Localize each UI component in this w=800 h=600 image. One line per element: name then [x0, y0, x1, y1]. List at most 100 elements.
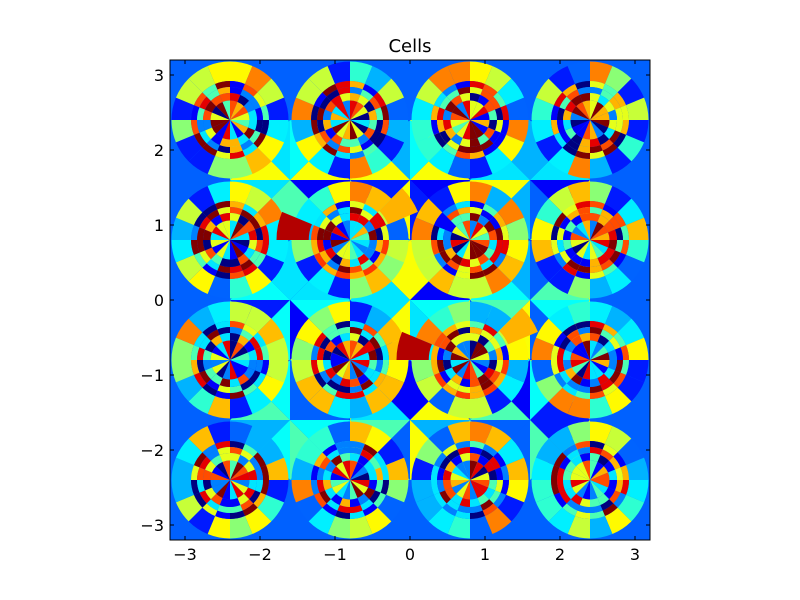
motif-ring-sector [470, 270, 485, 279]
motif-ring-sector [470, 480, 484, 499]
motif-ring-sector [433, 452, 447, 468]
motif-outer-sector [484, 387, 512, 415]
motif-ring-sector [455, 321, 470, 330]
motif-ring-sector [211, 240, 230, 254]
motif-ring-sector [240, 329, 254, 341]
motif-outer-sector [535, 78, 563, 106]
motif-ring-sector [323, 120, 332, 131]
motif-ring-sector [590, 207, 603, 216]
motif-ring-sector [206, 449, 220, 461]
motif-ring-sector [243, 460, 255, 473]
motif-ring-sector [210, 472, 230, 480]
motif-ring-sector [350, 340, 358, 360]
motif-ring-sector [193, 92, 207, 108]
motif-ring-sector [590, 472, 610, 480]
motif-ring-sector [203, 109, 212, 120]
motif-ring-sector [217, 206, 230, 216]
motif-standard [291, 421, 409, 539]
motif-ring-sector [230, 120, 238, 140]
motif-ring-sector [462, 120, 470, 140]
motif-ring-sector [608, 240, 617, 251]
motif-ring-sector [211, 226, 230, 240]
motif-ring-sector [230, 453, 241, 462]
motif-ring-sector [562, 83, 578, 97]
motif-ring-sector [577, 384, 590, 393]
motif-ring-sector [602, 383, 618, 397]
motif-ring-sector [597, 95, 610, 107]
motif-ring-sector [205, 100, 217, 113]
motif-special-sector [276, 211, 312, 240]
motif-ring-sector [211, 480, 230, 494]
motif-ring-sector [462, 360, 470, 380]
motif-ring-sector [217, 87, 230, 96]
motif-ring-sector [335, 270, 350, 279]
motif-ring-sector [203, 229, 212, 240]
motif-outer-sector [567, 421, 590, 444]
motif-ring-sector [597, 373, 610, 385]
motif-ring-sector [570, 455, 583, 467]
motif-ring-sector [193, 492, 207, 508]
motif-ring-sector [357, 133, 370, 145]
motif-ring-sector [325, 340, 337, 353]
motif-ring-sector [210, 120, 230, 128]
motif-outer-sector [535, 374, 563, 402]
motif-ring-sector [482, 503, 498, 517]
motif-outer-sector [266, 120, 289, 143]
motif-ring-sector [350, 480, 364, 499]
motif-ring-sector [597, 493, 610, 505]
motif-ring-sector [357, 373, 370, 385]
motif-outer-sector [484, 305, 512, 333]
motif-ring-sector [357, 335, 370, 347]
motif-outer-sector [590, 181, 613, 204]
motif-ring-sector [455, 441, 470, 450]
motif-ring-sector [494, 360, 503, 373]
motif-ring-sector [330, 493, 343, 505]
motif-ring-sector [590, 226, 609, 240]
motif-ring-sector [470, 360, 489, 374]
motif-ring-sector [470, 333, 481, 342]
motif-ring-sector [571, 346, 590, 360]
motif-ring-sector [362, 443, 378, 457]
motif-ring-sector [488, 240, 497, 251]
motif-ring-sector [562, 503, 578, 517]
motif-ring-sector [445, 340, 457, 353]
motif-ring-sector [551, 345, 560, 360]
motif-ring-sector [230, 201, 245, 210]
motif-ring-sector [217, 504, 230, 513]
motif-ring-sector [222, 240, 230, 260]
motif-standard [171, 61, 289, 179]
motif-ring-sector [494, 227, 503, 240]
motif-ring-sector [493, 452, 507, 468]
motif-ring-sector [470, 360, 490, 368]
motif-outer-sector [604, 267, 632, 295]
motif-outer-sector [567, 301, 590, 324]
motif-ring-sector [368, 109, 377, 120]
motif-ring-sector [350, 333, 361, 342]
motif-ring-sector [590, 461, 604, 480]
motif-ring-sector [206, 499, 220, 511]
motif-ring-sector [582, 100, 590, 120]
motif-outer-sector [291, 360, 314, 383]
motif-ring-sector [455, 270, 470, 279]
motif-ring-sector [350, 460, 358, 480]
motif-ring-sector [330, 360, 350, 368]
motif-ring-sector [336, 221, 350, 240]
motif-ring-sector [360, 499, 374, 511]
motif-ring-sector [551, 465, 560, 480]
motif-ring-sector [433, 212, 447, 228]
motif-ring-sector [480, 209, 494, 221]
motif-ring-sector [230, 220, 238, 240]
motif-ring-sector [494, 120, 503, 133]
motif-outer-sector [291, 97, 314, 120]
motif-ring-sector [483, 367, 495, 380]
motif-ring-sector [230, 480, 249, 494]
motif-ring-sector [455, 510, 470, 519]
motif-ring-sector [451, 240, 470, 254]
motif-ring-sector [609, 96, 621, 110]
motif-ring-sector [445, 460, 457, 473]
motif-ring-sector [202, 83, 218, 97]
motif-ring-sector [216, 120, 230, 139]
motif-ring-sector [374, 120, 384, 133]
motif-outer-sector [626, 480, 649, 503]
motif-outer-sector [295, 78, 323, 106]
